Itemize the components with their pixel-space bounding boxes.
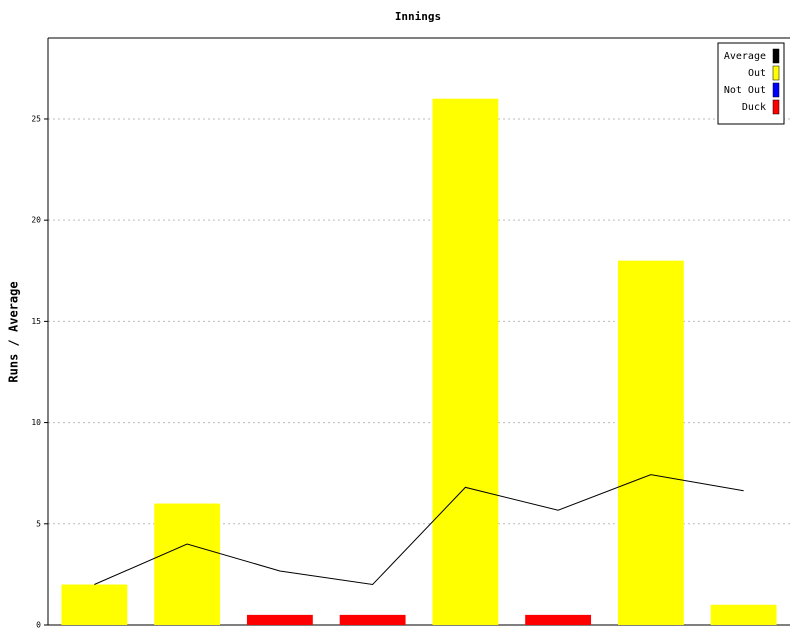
legend-swatch xyxy=(772,82,780,98)
bar xyxy=(525,614,592,625)
legend-swatch xyxy=(772,65,780,81)
y-tick-label: 5 xyxy=(36,519,41,528)
bar xyxy=(617,260,684,625)
legend-label: Duck xyxy=(742,102,766,113)
y-axis-label: Runs / Average xyxy=(7,281,21,382)
legend-swatch xyxy=(772,48,780,64)
legend-swatch xyxy=(772,99,780,115)
average-line xyxy=(94,474,744,586)
legend-label: Out xyxy=(748,68,766,79)
bar xyxy=(339,614,406,625)
y-tick-label: 10 xyxy=(31,418,41,427)
bar xyxy=(246,614,313,625)
legend-label: Not Out xyxy=(724,85,766,96)
y-tick-label: 25 xyxy=(31,114,41,123)
y-tick-label: 15 xyxy=(31,317,41,326)
chart-title: Innings xyxy=(395,10,441,23)
bar xyxy=(710,604,777,625)
y-tick-label: 20 xyxy=(31,216,41,225)
bar xyxy=(61,584,128,625)
bar xyxy=(154,503,221,625)
legend-label: Average xyxy=(724,51,766,62)
bar xyxy=(432,98,499,626)
y-tick-label: 0 xyxy=(36,621,41,630)
